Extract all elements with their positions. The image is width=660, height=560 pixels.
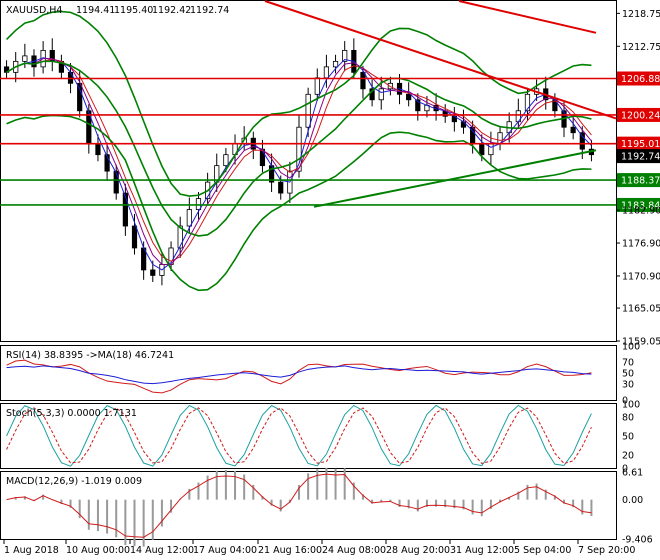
y-tick-label: 1218.75 — [622, 9, 660, 20]
bear-candle — [460, 121, 467, 128]
bear-candle — [95, 143, 101, 156]
rsi-tick-label: 0 — [622, 396, 628, 407]
main-panel — [0, 0, 617, 342]
level-tag-4 — [617, 197, 660, 212]
level-tag-label-0: 1206.88 — [621, 74, 660, 85]
x-tick-label: 31 Aug 12:00 — [450, 545, 514, 556]
rsi-line — [6, 359, 592, 394]
macd-title: MACD(12,26,9) -1.019 0.009 — [6, 476, 142, 487]
upper-trendline — [458, 0, 597, 34]
macd-tick-label: 0.00 — [622, 495, 643, 506]
bear-candle — [150, 269, 156, 276]
bull-candle — [305, 93, 311, 128]
current-price-tag — [617, 149, 660, 164]
bear-candle — [415, 99, 421, 112]
x-tick-label: 1 Aug 2018 — [4, 545, 59, 556]
level-tag-label-2: 1195.01 — [621, 139, 660, 150]
bull-candle — [332, 60, 339, 68]
bear-candle — [131, 225, 138, 249]
x-tick-label: 28 Aug 20:00 — [386, 545, 450, 556]
level-tag-3 — [617, 173, 660, 188]
stoch-tick-label: 80 — [622, 412, 634, 423]
stoch-tick-label: 100 — [622, 400, 640, 411]
bull-candle — [342, 49, 348, 62]
bear-candle — [122, 192, 128, 227]
bull-candle — [195, 198, 202, 210]
bear-candle — [77, 82, 83, 112]
y-tick-label: 1176.90 — [622, 239, 660, 250]
x-tick-label: 10 Aug 00:00 — [66, 545, 130, 556]
bull-candle — [488, 143, 494, 156]
macd-tick-label: 6.61 — [622, 468, 643, 479]
bull-candle — [223, 154, 229, 167]
bull-candle — [314, 77, 320, 95]
macd-signal-line — [6, 473, 592, 538]
ma-mid-line — [6, 58, 592, 265]
bear-candle — [113, 170, 119, 194]
stoch-k-line — [6, 404, 592, 467]
symbol-title: XAUUSD,H4 — [6, 5, 62, 16]
stoch-tick-label: 50 — [622, 432, 634, 443]
level-tag-1 — [617, 107, 660, 122]
level-tag-label-3: 1188.37 — [621, 176, 660, 187]
middle-band — [6, 60, 592, 237]
bull-candle — [296, 126, 302, 172]
ohlc-open: 1194.41 — [76, 5, 115, 16]
bull-candle — [22, 55, 28, 62]
y-tick-label: 1165.05 — [622, 304, 660, 315]
bull-candle — [378, 88, 384, 101]
level-tag-0 — [617, 71, 660, 86]
ohlc-close: 1192.74 — [190, 5, 229, 16]
current-price-label: 1192.74 — [621, 152, 660, 163]
bear-candle — [104, 154, 110, 172]
bear-candle — [479, 143, 485, 156]
stoch-tick-label: 20 — [622, 451, 634, 462]
x-tick-label: 21 Aug 16:00 — [258, 545, 322, 556]
rsi-ma-line — [6, 365, 592, 385]
rsi-title: RSI(14) 38.8395 ->MA(18) 46.7241 — [6, 350, 174, 361]
rsi-tick-label: 50 — [622, 369, 634, 380]
y-tick-label: 1159.05 — [622, 337, 660, 348]
bear-candle — [570, 126, 576, 134]
bear-candle — [360, 71, 366, 90]
ohlc-high: 1195.40 — [114, 5, 153, 16]
stoch-title: Stoch(5,3,3) 0.0000 1.7131 — [6, 408, 137, 419]
y-tick-label: 1212.75 — [622, 42, 660, 53]
bull-candle — [177, 225, 183, 249]
stoch-panel — [0, 403, 617, 469]
level-tag-label-4: 1183.84 — [621, 200, 660, 211]
y-tick-label: 1170.90 — [622, 271, 660, 282]
ohlc-low: 1192.42 — [152, 5, 191, 16]
lower-band — [6, 114, 592, 292]
bull-candle — [186, 209, 192, 227]
bull-candle — [524, 93, 531, 112]
level-tag-2 — [617, 136, 660, 151]
x-tick-label: 24 Aug 08:00 — [322, 545, 386, 556]
ma-fast-line — [6, 57, 592, 271]
level-tag-label-1: 1200.24 — [621, 110, 660, 121]
rsi-tick-label: 70 — [622, 358, 634, 369]
y-tick-label: 1182.90 — [622, 206, 660, 217]
rsi-tick-label: 30 — [622, 379, 634, 390]
resistance-trendline — [264, 0, 617, 120]
rsi-tick-label: 100 — [622, 342, 640, 353]
bear-candle — [579, 132, 585, 150]
x-tick-label: 7 Sep 20:00 — [578, 545, 635, 556]
x-tick-label: 5 Sep 04:00 — [514, 545, 571, 556]
stoch-tick-label: 0 — [622, 464, 628, 475]
macd-tick-label: -9.406 — [622, 535, 653, 546]
bear-candle — [278, 181, 284, 194]
x-tick-label: 14 Aug 12:00 — [130, 545, 194, 556]
x-tick-label: 17 Aug 04:00 — [193, 545, 257, 556]
support-trendline — [313, 149, 597, 208]
bull-candle — [323, 66, 330, 79]
stoch-d-line — [6, 407, 592, 465]
upper-band — [6, 10, 592, 197]
bear-candle — [406, 93, 412, 101]
